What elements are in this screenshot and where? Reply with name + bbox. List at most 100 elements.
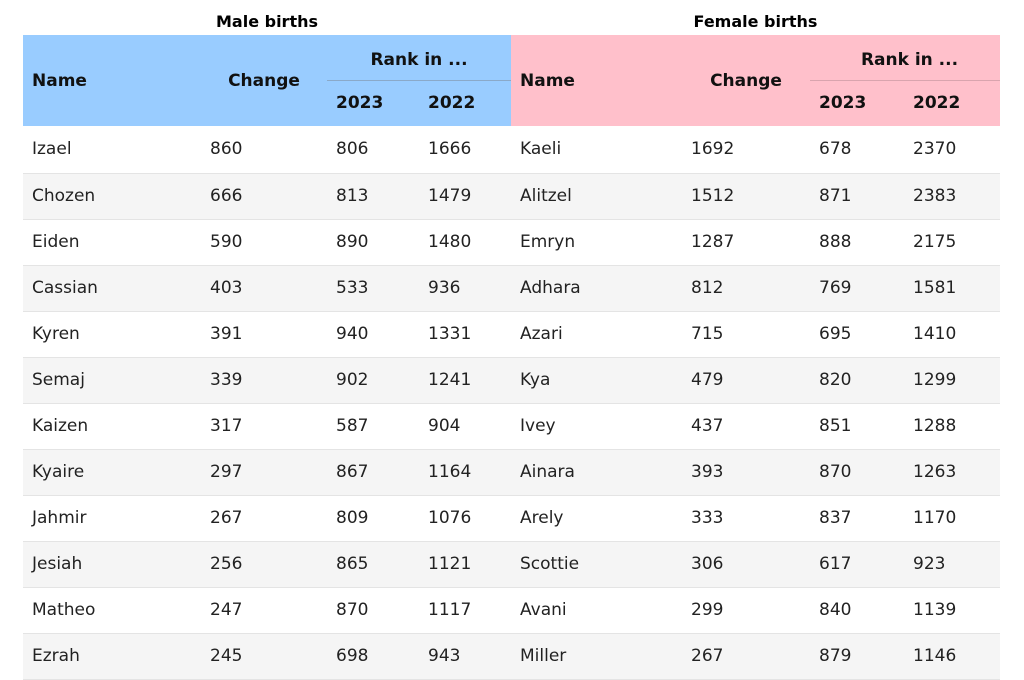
male-change-cell: 247 — [201, 587, 327, 634]
female-rank-2023-header: 2023 — [810, 80, 904, 126]
female-rank-2022-cell: 1288 — [904, 403, 1000, 450]
female-name-cell: Adhara — [511, 265, 682, 312]
male-change-cell: 391 — [201, 311, 327, 358]
female-rank-2022-cell: 2370 — [904, 126, 1000, 174]
male-change-cell: 297 — [201, 449, 327, 496]
female-rank-2022-cell: 1263 — [904, 449, 1000, 496]
female-rank-2023-cell: 678 — [810, 126, 904, 174]
male-rank-2022-cell: 1164 — [419, 449, 511, 496]
male-change-cell: 245 — [201, 633, 327, 680]
male-name-cell: Chozen — [23, 173, 201, 220]
male-name-cell: Kyren — [23, 311, 201, 358]
female-rank-in-header: Rank in ... — [810, 35, 1000, 81]
female-name-cell: Ivey — [511, 403, 682, 450]
male-rank-2022-cell: 1241 — [419, 357, 511, 404]
female-rank-2023-cell: 617 — [810, 541, 904, 588]
male-name-cell: Matheo — [23, 587, 201, 634]
female-name-header: Name — [511, 35, 682, 126]
female-rank-2022-cell: 1581 — [904, 265, 1000, 312]
female-change-cell: 479 — [682, 357, 810, 404]
male-births-caption: Male births — [215, 12, 318, 31]
table-row: Semaj 339 902 1241 Kya 479 820 1299 — [23, 357, 1000, 404]
female-change-cell: 299 — [682, 587, 810, 634]
female-rank-2023-cell: 695 — [810, 311, 904, 358]
female-rank-2023-cell: 820 — [810, 357, 904, 404]
table-row: Kyren 391 940 1331 Azari 715 695 1410 — [23, 311, 1000, 358]
male-rank-2023-cell: 902 — [327, 357, 419, 404]
table-captions: Male births Female births — [23, 0, 1000, 35]
table-row: Matheo 247 870 1117 Avani 299 840 1139 — [23, 587, 1000, 634]
male-change-cell: 267 — [201, 495, 327, 542]
female-rank-2022-cell: 1410 — [904, 311, 1000, 358]
female-rank-2022-cell: 1299 — [904, 357, 1000, 404]
male-rank-2023-cell: 809 — [327, 495, 419, 542]
female-rank-2022-cell: 2383 — [904, 173, 1000, 220]
male-rank-2023-cell: 533 — [327, 265, 419, 312]
male-change-header: Change — [201, 35, 327, 126]
male-name-cell: Jesiah — [23, 541, 201, 588]
male-rank-2022-cell: 904 — [419, 403, 511, 450]
table-row: Kaizen 317 587 904 Ivey 437 851 1288 — [23, 403, 1000, 450]
male-rank-2022-cell: 936 — [419, 265, 511, 312]
male-rank-2022-cell: 1479 — [419, 173, 511, 220]
male-change-cell: 666 — [201, 173, 327, 220]
female-rank-2022-cell: 1146 — [904, 633, 1000, 680]
female-rank-2022-header: 2022 — [904, 80, 1000, 126]
female-change-cell: 812 — [682, 265, 810, 312]
table-header: Name Change Rank in ... Name Change Rank… — [23, 35, 1000, 126]
male-rank-2023-cell: 587 — [327, 403, 419, 450]
male-rank-2022-cell: 943 — [419, 633, 511, 680]
female-change-cell: 333 — [682, 495, 810, 542]
female-births-caption: Female births — [693, 12, 818, 31]
male-rank-2023-cell: 698 — [327, 633, 419, 680]
table-row: Cassian 403 533 936 Adhara 812 769 1581 — [23, 265, 1000, 312]
female-rank-2022-cell: 1170 — [904, 495, 1000, 542]
female-change-cell: 1287 — [682, 219, 810, 266]
female-rank-2023-cell: 888 — [810, 219, 904, 266]
male-name-cell: Kaizen — [23, 403, 201, 450]
male-rank-2022-header: 2022 — [419, 80, 511, 126]
male-name-cell: Eiden — [23, 219, 201, 266]
female-rank-2023-cell: 851 — [810, 403, 904, 450]
births-table-container: Male births Female births Name Change Ra… — [23, 0, 1000, 680]
table-row: Kyaire 297 867 1164 Ainara 393 870 1263 — [23, 449, 1000, 496]
female-change-cell: 393 — [682, 449, 810, 496]
table-row: Izael 860 806 1666 Kaeli 1692 678 2370 — [23, 126, 1000, 174]
births-table: Name Change Rank in ... Name Change Rank… — [23, 35, 1000, 680]
female-rank-2022-cell: 1139 — [904, 587, 1000, 634]
male-name-cell: Cassian — [23, 265, 201, 312]
male-rank-2022-cell: 1076 — [419, 495, 511, 542]
male-rank-2023-cell: 813 — [327, 173, 419, 220]
female-change-cell: 306 — [682, 541, 810, 588]
male-change-cell: 590 — [201, 219, 327, 266]
male-change-cell: 403 — [201, 265, 327, 312]
female-rank-2023-cell: 879 — [810, 633, 904, 680]
female-name-cell: Ainara — [511, 449, 682, 496]
male-rank-2023-cell: 867 — [327, 449, 419, 496]
male-rank-2023-header: 2023 — [327, 80, 419, 126]
table-row: Chozen 666 813 1479 Alitzel 1512 871 2383 — [23, 173, 1000, 220]
male-name-cell: Kyaire — [23, 449, 201, 496]
female-name-cell: Miller — [511, 633, 682, 680]
female-change-cell: 1512 — [682, 173, 810, 220]
female-name-cell: Emryn — [511, 219, 682, 266]
table-body: Izael 860 806 1666 Kaeli 1692 678 2370 Chozen 666… — [23, 126, 1000, 680]
female-rank-2022-cell: 923 — [904, 541, 1000, 588]
male-rank-2022-cell: 1666 — [419, 126, 511, 174]
female-rank-2023-cell: 837 — [810, 495, 904, 542]
male-change-cell: 860 — [201, 126, 327, 174]
female-rank-2022-cell: 2175 — [904, 219, 1000, 266]
table-row: Jesiah 256 865 1121 Scottie 306 617 923 — [23, 541, 1000, 588]
female-name-cell: Arely — [511, 495, 682, 542]
female-name-cell: Avani — [511, 587, 682, 634]
female-change-cell: 715 — [682, 311, 810, 358]
male-name-cell: Ezrah — [23, 633, 201, 680]
male-rank-2023-cell: 806 — [327, 126, 419, 174]
female-name-cell: Scottie — [511, 541, 682, 588]
female-name-cell: Alitzel — [511, 173, 682, 220]
male-rank-2022-cell: 1117 — [419, 587, 511, 634]
male-name-header: Name — [23, 35, 201, 126]
male-change-cell: 339 — [201, 357, 327, 404]
table-row: Jahmir 267 809 1076 Arely 333 837 1170 — [23, 495, 1000, 542]
male-name-cell: Jahmir — [23, 495, 201, 542]
